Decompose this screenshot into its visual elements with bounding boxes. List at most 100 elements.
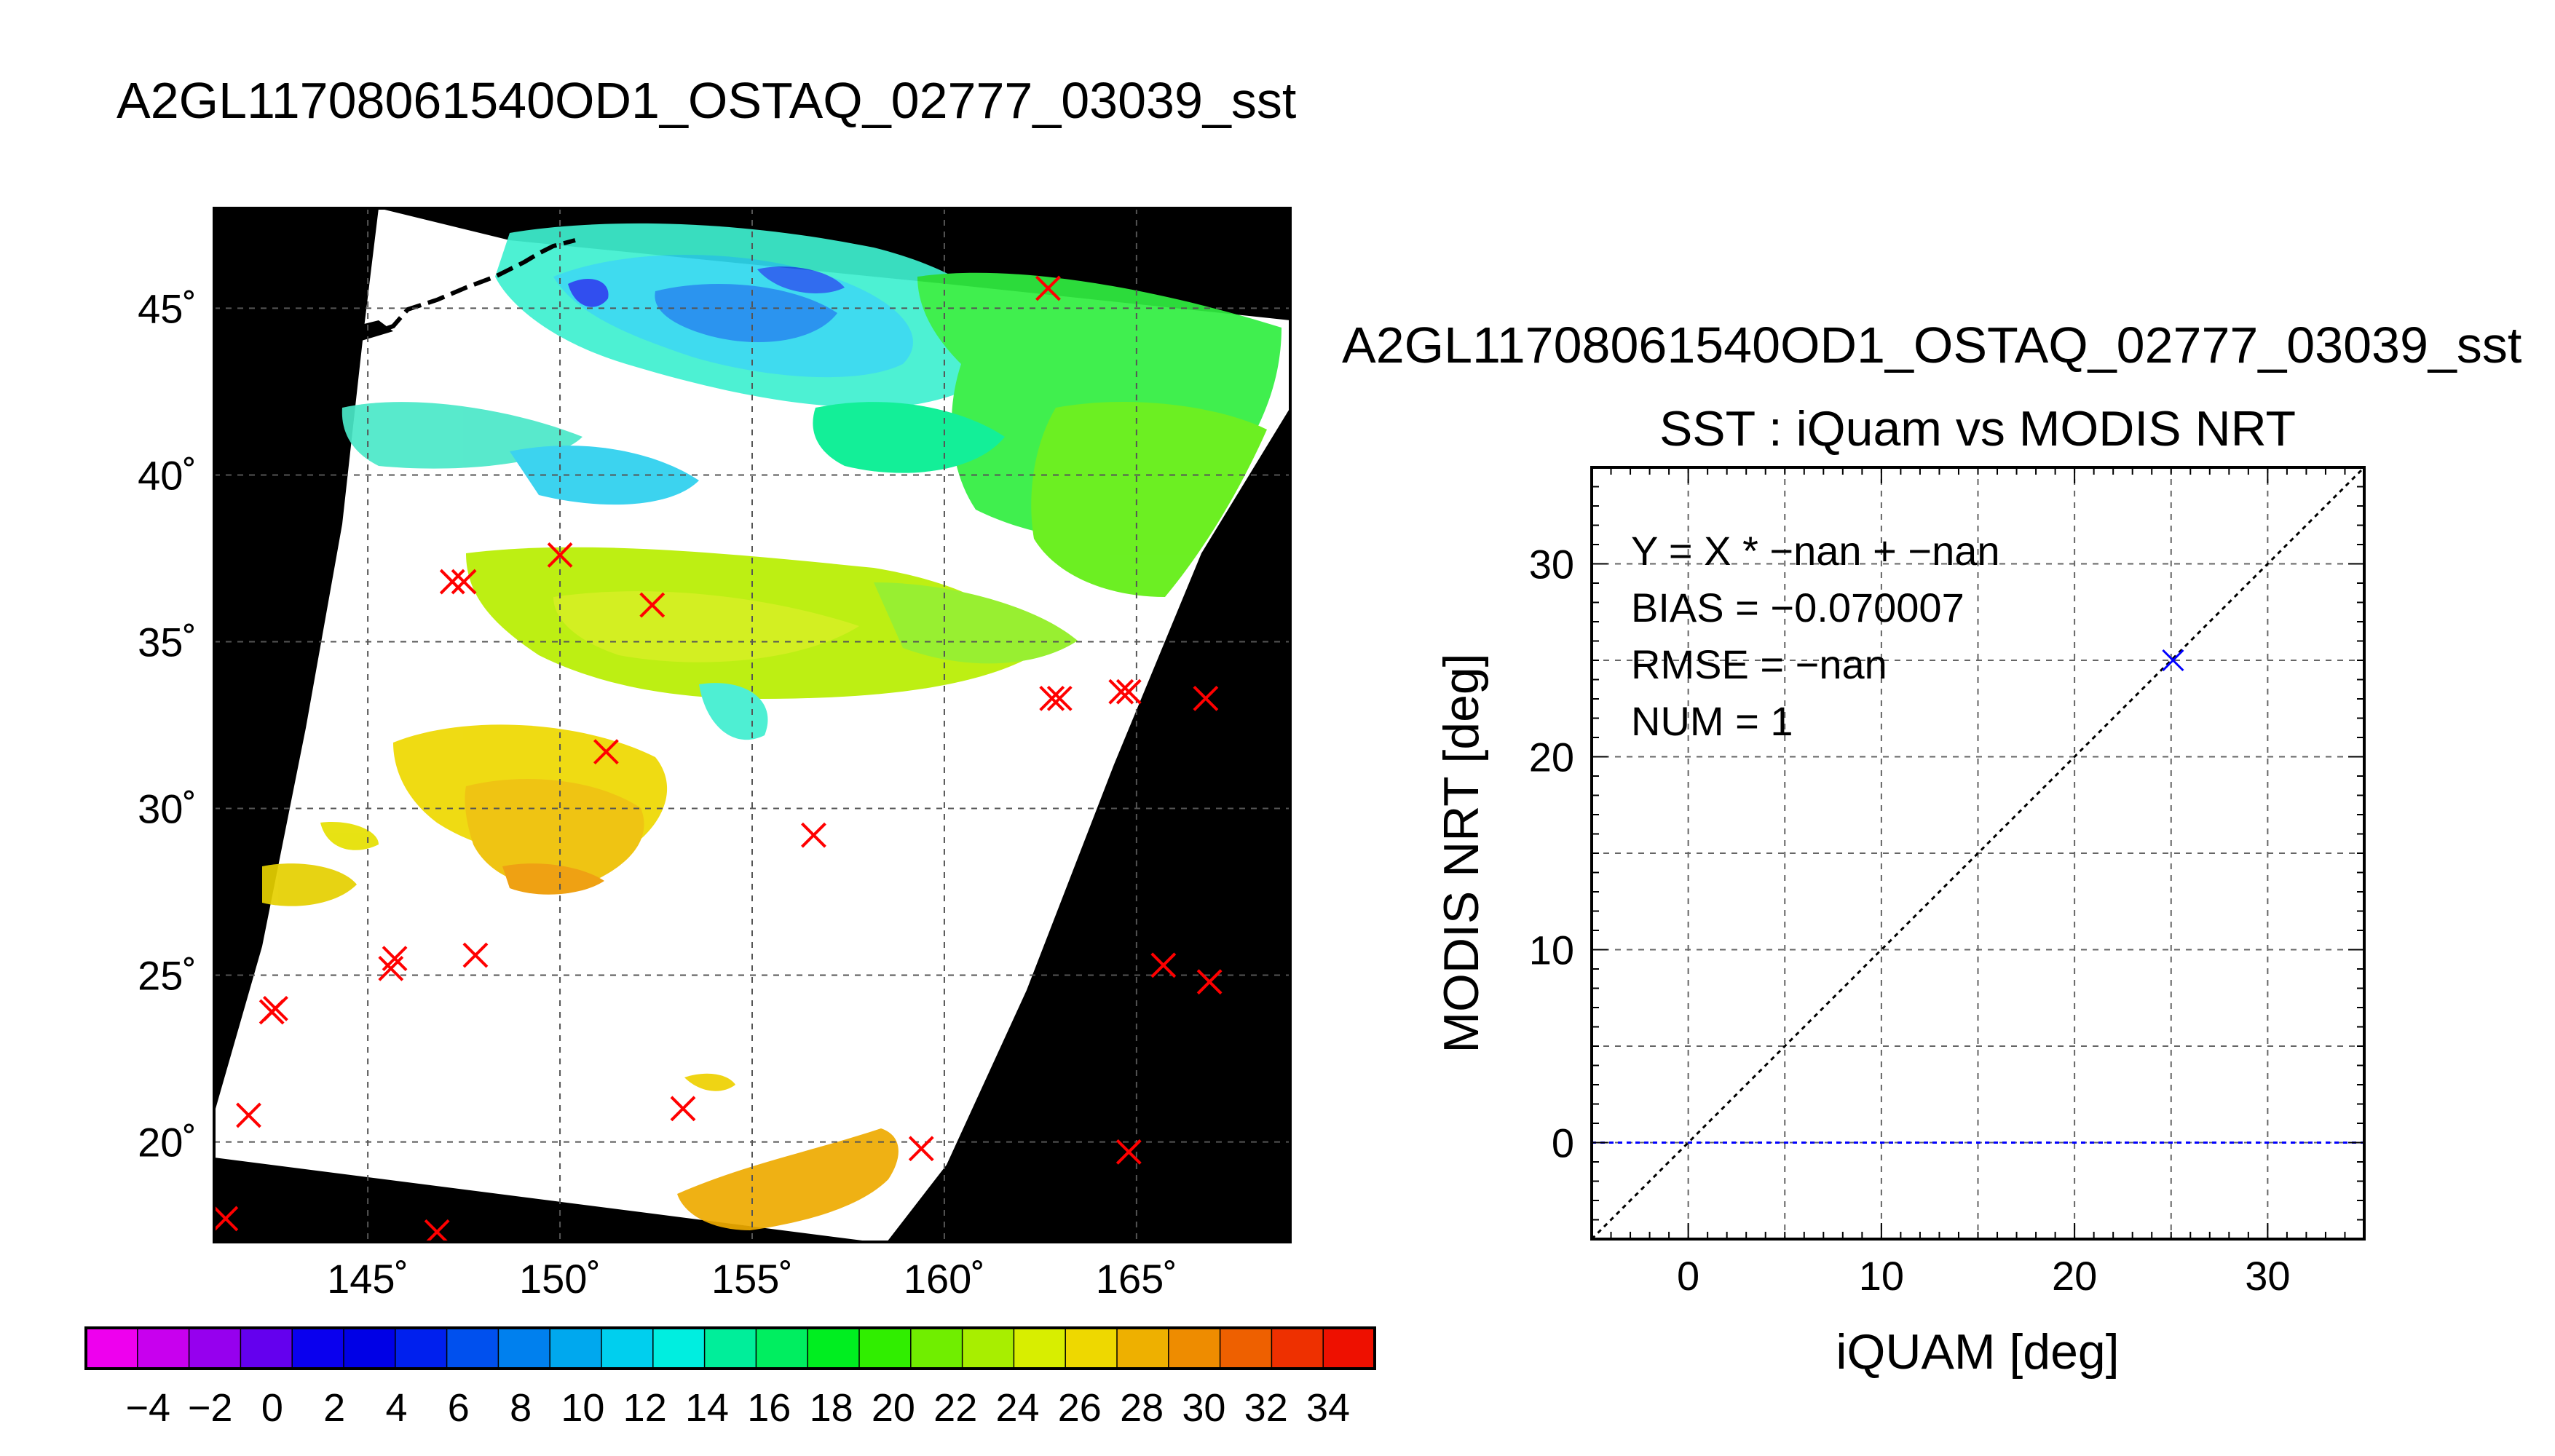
stats-line-bias: BIAS = −0.070007 — [1631, 585, 1964, 630]
colorbar-cell — [807, 1328, 860, 1369]
buoy-marker — [1039, 685, 1065, 711]
scatter-points — [2162, 649, 2184, 672]
buoy-marker — [462, 942, 489, 968]
colorbar-cell — [189, 1328, 241, 1369]
sst-field — [262, 223, 1282, 1230]
buoy-marker — [547, 542, 573, 568]
scatter-title: SST : iQuam vs MODIS NRT — [1659, 401, 2296, 456]
colorbar-cell — [1065, 1328, 1118, 1369]
buoy-marker — [214, 1206, 239, 1232]
colorbar-label: 14 — [685, 1386, 729, 1430]
colorbar-label: 4 — [385, 1386, 407, 1430]
colorbar-cell — [137, 1328, 190, 1369]
scatter-plot: 0 10 20 30 0 10 20 30 Y = X * −nan + −nan BIAS … — [1434, 466, 2366, 1380]
colorbar-cell — [498, 1328, 550, 1369]
colorbar-cell — [1168, 1328, 1221, 1369]
colorbar-cell — [1323, 1328, 1375, 1369]
y-tick-label: 20 — [1529, 735, 1574, 780]
lon-tick-label: 165˚ — [1096, 1256, 1177, 1302]
scatter-ticks: 0 10 20 30 0 10 20 30 — [1529, 467, 2365, 1299]
colorbar-label: 32 — [1244, 1386, 1288, 1430]
buoy-marker — [451, 569, 477, 595]
lat-tick-label: 40˚ — [138, 452, 197, 498]
colorbar-labels: −4 −2 0 2 4 6 8 10 12 14 16 18 20 22 24 26 28 30 32 34 — [126, 1386, 1351, 1430]
colorbar-label: 8 — [510, 1386, 532, 1430]
colorbar-cell — [86, 1328, 138, 1369]
colorbar-label: 18 — [810, 1386, 853, 1430]
sst-map: 45˚ 40˚ 35˚ 30˚ 25˚ 20˚ 145˚ 150˚ 155˚ 160˚ 165˚ — [138, 207, 1292, 1302]
lat-tick-label: 25˚ — [138, 953, 197, 999]
colorbar-label: 34 — [1306, 1386, 1350, 1430]
colorbar-label: 16 — [747, 1386, 791, 1430]
colorbar-label: 24 — [995, 1386, 1039, 1430]
scatter-point — [2162, 649, 2184, 672]
colorbar-cell — [859, 1328, 912, 1369]
lon-tick-label: 150˚ — [519, 1256, 601, 1302]
colorbar-cell — [962, 1328, 1014, 1369]
colorbar-cell — [344, 1328, 396, 1369]
lon-tick-label: 145˚ — [327, 1256, 408, 1302]
map-axis-labels: 45˚ 40˚ 35˚ 30˚ 25˚ 20˚ 145˚ 150˚ 155˚ 160˚ 165˚ — [138, 285, 1177, 1302]
buoy-marker — [1046, 685, 1073, 711]
colorbar-frame — [84, 1326, 1376, 1370]
colorbar-label: 10 — [561, 1386, 604, 1430]
map-frame — [213, 207, 1292, 1243]
colorbar-cell — [292, 1328, 344, 1369]
buoy-marker — [1035, 275, 1061, 301]
stats-line-num: NUM = 1 — [1631, 698, 1793, 744]
colorbar-label: 26 — [1058, 1386, 1102, 1430]
colorbar-cell — [395, 1328, 448, 1369]
buoy-marker — [424, 1219, 450, 1242]
colorbar-label: 12 — [623, 1386, 667, 1430]
buoy-marker — [1196, 969, 1223, 995]
colorbar-cell — [550, 1328, 602, 1369]
colorbar-cell — [704, 1328, 757, 1369]
x-tick-label: 10 — [1859, 1253, 1904, 1299]
colorbar-cell — [1117, 1328, 1169, 1369]
buoy-marker — [236, 1102, 261, 1128]
colorbar-label: 30 — [1182, 1386, 1225, 1430]
colorbar-label: 20 — [872, 1386, 915, 1430]
x-tick-label: 20 — [2052, 1253, 2097, 1299]
colorbar-label: 6 — [448, 1386, 470, 1430]
colorbar-cell — [652, 1328, 706, 1369]
buoy-marker — [382, 946, 408, 972]
stats-line-rmse: RMSE = −nan — [1631, 641, 1887, 687]
colorbar-label: 22 — [933, 1386, 977, 1430]
colorbar-cell — [446, 1328, 499, 1369]
y-axis-label: MODIS NRT [deg] — [1434, 653, 1489, 1053]
buoy-marker — [1115, 678, 1142, 705]
buoy-marker — [439, 569, 465, 595]
scatter-file-label: A2GL11708061540OD1_OSTAQ_02777_03039_sst — [1342, 317, 2522, 373]
map-graticule — [214, 208, 1290, 1242]
colorbar-cell — [1271, 1328, 1324, 1369]
one-to-one-line — [1592, 467, 2364, 1239]
buoy-marker — [263, 995, 288, 1021]
x-tick-label: 0 — [1677, 1253, 1699, 1299]
buoy-marker — [1115, 1139, 1142, 1165]
buoy-marker — [1108, 678, 1134, 705]
colorbar-cell — [756, 1328, 808, 1369]
y-tick-label: 30 — [1529, 542, 1574, 587]
coastline — [363, 238, 576, 339]
y-tick-label: 0 — [1552, 1120, 1574, 1166]
lon-tick-label: 155˚ — [711, 1256, 793, 1302]
colorbar-cells — [86, 1328, 1375, 1369]
colorbar-label: 28 — [1120, 1386, 1164, 1430]
buoy-marker — [1150, 952, 1177, 978]
buoy-markers — [214, 275, 1223, 1242]
lat-tick-label: 35˚ — [138, 619, 197, 665]
buoy-marker — [801, 822, 826, 848]
colorbar-cell — [240, 1328, 293, 1369]
colorbar-label: 0 — [261, 1386, 283, 1430]
colorbar-cell — [1014, 1328, 1066, 1369]
colorbar: −4 −2 0 2 4 6 8 10 12 14 16 18 20 22 24 26 28 30 32 34 — [84, 1326, 1376, 1430]
lat-tick-label: 45˚ — [138, 285, 197, 331]
buoy-marker — [908, 1136, 934, 1162]
lat-tick-label: 30˚ — [138, 786, 197, 832]
x-axis-label: iQUAM [deg] — [1836, 1324, 2119, 1380]
buoy-marker — [639, 592, 666, 618]
buoy-marker — [1193, 685, 1219, 711]
colorbar-cell — [601, 1328, 654, 1369]
